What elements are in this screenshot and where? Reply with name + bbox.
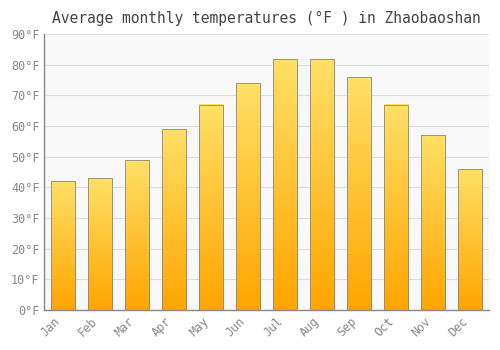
Bar (236, 83, 260, 310)
Bar (384, 105, 408, 310)
Bar (458, 169, 482, 310)
Bar (199, 105, 223, 310)
Bar (88, 178, 112, 310)
Bar (162, 129, 186, 310)
Bar (422, 135, 446, 310)
Bar (347, 77, 372, 310)
Bar (125, 160, 149, 310)
Title: Average monthly temperatures (°F ) in Zhaobaoshan: Average monthly temperatures (°F ) in Zh… (52, 11, 481, 26)
Bar (310, 59, 334, 310)
Bar (51, 181, 75, 310)
Bar (273, 59, 297, 310)
